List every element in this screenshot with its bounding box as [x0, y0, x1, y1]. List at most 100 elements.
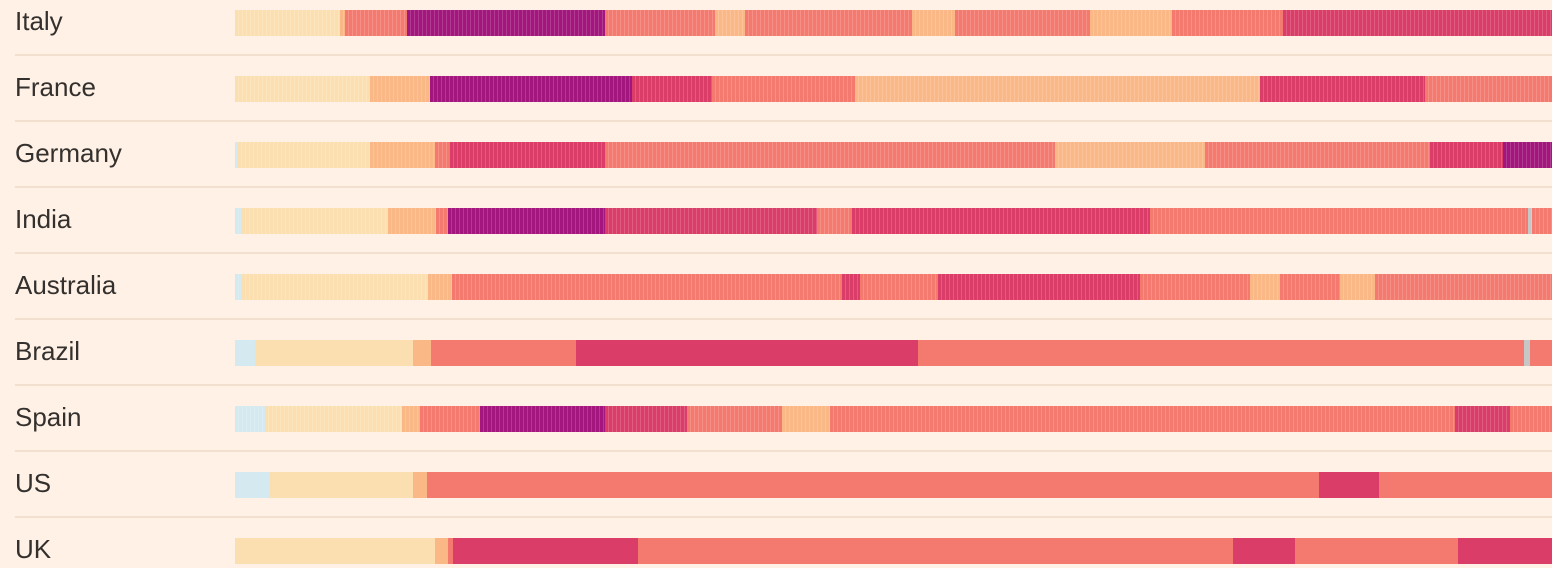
heatmap-cell — [388, 208, 436, 234]
heatmap-cell — [1379, 472, 1552, 498]
heatmap-cell — [430, 76, 632, 102]
heatmap-cell — [427, 472, 1319, 498]
row-label: India — [15, 204, 72, 234]
heatmap-cell — [1205, 142, 1430, 168]
heatmap-cell — [576, 340, 918, 366]
heatmap-cell — [480, 406, 605, 432]
heatmap-strip — [235, 538, 1552, 564]
heatmap-cell — [605, 406, 687, 432]
heatmap-cell — [453, 538, 638, 564]
heatmap-cell — [235, 472, 270, 498]
heatmap-row: India — [0, 198, 1552, 264]
row-label: Italy — [15, 6, 63, 36]
heatmap-cell — [855, 76, 1260, 102]
heatmap-cell — [1528, 208, 1532, 234]
heatmap-cell — [1055, 142, 1205, 168]
row-divider — [15, 186, 1552, 188]
heatmap-cell — [1319, 472, 1379, 498]
heatmap-cell — [1340, 274, 1375, 300]
heatmap-cell — [605, 142, 1055, 168]
heatmap-row: Australia — [0, 264, 1552, 330]
heatmap-strip — [235, 472, 1552, 498]
heatmap-cell — [712, 76, 855, 102]
heatmap-cell — [370, 76, 430, 102]
row-label: Spain — [15, 402, 82, 432]
row-divider — [15, 54, 1552, 56]
heatmap-cell — [235, 274, 242, 300]
heatmap-strip — [235, 274, 1552, 300]
heatmap-cell — [235, 538, 435, 564]
heatmap-cell — [1280, 274, 1340, 300]
heatmap-cell — [428, 274, 452, 300]
heatmap-cell — [1503, 142, 1552, 168]
heatmap-cell — [420, 406, 480, 432]
heatmap-row: Italy — [0, 0, 1552, 66]
heatmap-cell — [431, 340, 576, 366]
heatmap-cell — [1150, 208, 1528, 234]
heatmap-cell — [413, 472, 427, 498]
row-divider — [15, 120, 1552, 122]
heatmap-cell — [242, 274, 428, 300]
heatmap-cell — [1464, 538, 1552, 564]
heatmap-cell — [1430, 142, 1503, 168]
heatmap-cell — [235, 142, 238, 168]
heatmap-strip — [235, 406, 1552, 432]
heatmap-row: France — [0, 66, 1552, 132]
heatmap-cell — [955, 10, 1090, 36]
heatmap-cell — [1295, 538, 1458, 564]
heatmap-cell — [1524, 340, 1530, 366]
row-divider — [15, 318, 1552, 320]
heatmap-cell — [235, 406, 265, 432]
heatmap-cell — [242, 208, 388, 234]
heatmap-cell — [270, 472, 413, 498]
heatmap-cell — [605, 208, 817, 234]
heatmap-cell — [402, 406, 420, 432]
heatmap-cell — [1455, 406, 1510, 432]
heatmap-cell — [1172, 10, 1283, 36]
heatmap-cell — [1510, 406, 1552, 432]
heatmap-cell — [782, 406, 830, 432]
row-label: France — [15, 72, 96, 102]
heatmap-cell — [687, 406, 782, 432]
heatmap-cell — [605, 10, 715, 36]
heatmap-cell — [345, 10, 407, 36]
heatmap-cell — [852, 208, 1150, 234]
heatmap-cell — [265, 406, 402, 432]
heatmap-row: UK — [0, 528, 1552, 568]
heatmap-row: Germany — [0, 132, 1552, 198]
heatmap-cell — [860, 274, 938, 300]
row-divider — [15, 516, 1552, 518]
heatmap-cell — [817, 208, 852, 234]
heatmap-cell — [1250, 274, 1280, 300]
heatmap-cell — [842, 274, 860, 300]
heatmap-cell — [448, 538, 453, 564]
heatmap-cell — [370, 142, 435, 168]
heatmap-cell — [1458, 538, 1464, 564]
heatmap-cell — [1425, 76, 1552, 102]
heatmap-cell — [1532, 208, 1552, 234]
row-label: Germany — [15, 138, 122, 168]
row-label: Australia — [15, 270, 117, 300]
heatmap-cell — [235, 340, 255, 366]
heatmap-cell — [452, 274, 842, 300]
heatmap-row: US — [0, 462, 1552, 528]
heatmap-cell — [435, 538, 448, 564]
heatmap-cell — [938, 274, 1140, 300]
heatmap-cell — [413, 340, 431, 366]
heatmap-strip — [235, 340, 1552, 366]
row-divider — [15, 450, 1552, 452]
heatmap-cell — [255, 340, 413, 366]
heatmap-cell — [340, 10, 345, 36]
heatmap-cell — [235, 10, 340, 36]
row-divider — [15, 252, 1552, 254]
heatmap-cell — [1090, 10, 1172, 36]
heatmap-cell — [1375, 274, 1552, 300]
row-label: Brazil — [15, 336, 81, 366]
heatmap-cell — [638, 538, 1233, 564]
heatmap-cell — [912, 10, 955, 36]
heatmap-strip — [235, 76, 1552, 102]
heatmap-cell — [435, 142, 450, 168]
heatmap-row: Spain — [0, 396, 1552, 462]
heatmap-cell — [448, 208, 605, 234]
heatmap-strip — [235, 208, 1552, 234]
